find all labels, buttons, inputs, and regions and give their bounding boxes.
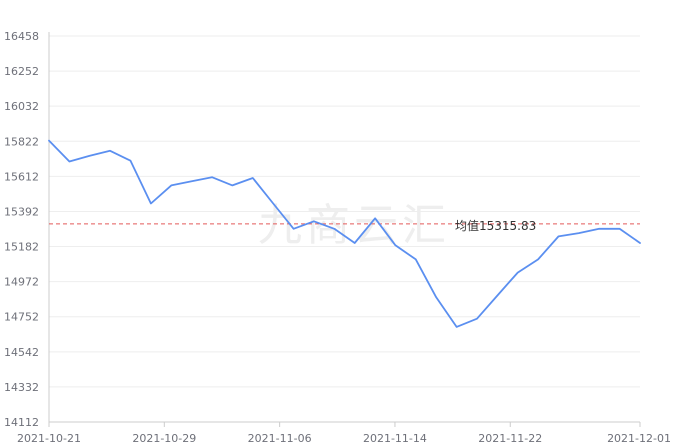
y-tick-label: 14752 bbox=[4, 311, 39, 324]
y-tick-label: 16032 bbox=[4, 100, 39, 113]
data-point bbox=[639, 242, 641, 244]
data-point bbox=[129, 160, 131, 162]
data-point bbox=[170, 184, 172, 186]
data-point bbox=[353, 242, 355, 244]
y-tick-label: 15612 bbox=[4, 170, 39, 183]
data-point bbox=[150, 202, 152, 204]
x-tick-label: 2021-12-01 bbox=[607, 432, 671, 445]
data-point bbox=[272, 202, 274, 204]
data-point bbox=[455, 326, 457, 328]
data-point bbox=[313, 220, 315, 222]
y-tick-label: 14332 bbox=[4, 381, 39, 394]
average-label: 均值15315.83 bbox=[455, 218, 536, 233]
data-point bbox=[578, 232, 580, 234]
data-point bbox=[476, 317, 478, 319]
axis-layer: 14112 14332 14542 14752 14972 15182 15392 15612… bbox=[4, 30, 671, 445]
x-tick-label: 2021-11-14 bbox=[363, 432, 427, 445]
data-point bbox=[68, 160, 70, 162]
data-point bbox=[435, 296, 437, 298]
series-line bbox=[48, 139, 641, 328]
series-layer bbox=[48, 139, 641, 328]
x-tick-label: 2021-10-29 bbox=[132, 432, 196, 445]
data-point bbox=[89, 155, 91, 157]
y-tick-label: 15822 bbox=[4, 135, 39, 148]
data-point bbox=[252, 177, 254, 179]
data-point bbox=[415, 258, 417, 260]
data-point bbox=[231, 184, 233, 186]
x-tick-label: 2021-10-21 bbox=[17, 432, 81, 445]
y-tick-label: 15182 bbox=[4, 241, 39, 254]
data-point bbox=[394, 244, 396, 246]
data-point bbox=[333, 228, 335, 230]
data-point bbox=[496, 294, 498, 296]
data-point bbox=[517, 271, 519, 273]
data-point bbox=[190, 180, 192, 182]
grid-layer bbox=[49, 35, 640, 388]
y-tick-label: 14972 bbox=[4, 276, 39, 289]
data-point bbox=[618, 228, 620, 230]
data-point bbox=[292, 228, 294, 230]
y-tick-label: 14542 bbox=[4, 346, 39, 359]
x-tick-label: 2021-11-22 bbox=[478, 432, 542, 445]
data-point bbox=[109, 150, 111, 152]
y-tick-label: 15392 bbox=[4, 205, 39, 218]
data-point bbox=[374, 217, 376, 219]
x-tick-label: 2021-11-06 bbox=[248, 432, 312, 445]
data-point bbox=[598, 228, 600, 230]
data-point bbox=[557, 235, 559, 237]
data-point bbox=[48, 139, 50, 141]
average-line-layer: 均值15315.83 bbox=[49, 218, 640, 233]
data-point bbox=[211, 176, 213, 178]
data-point bbox=[537, 258, 539, 260]
y-tick-label: 14112 bbox=[4, 416, 39, 429]
y-tick-label: 16458 bbox=[4, 30, 39, 43]
watermark: 九商云汇 bbox=[258, 200, 450, 251]
y-tick-label: 16252 bbox=[4, 65, 39, 78]
